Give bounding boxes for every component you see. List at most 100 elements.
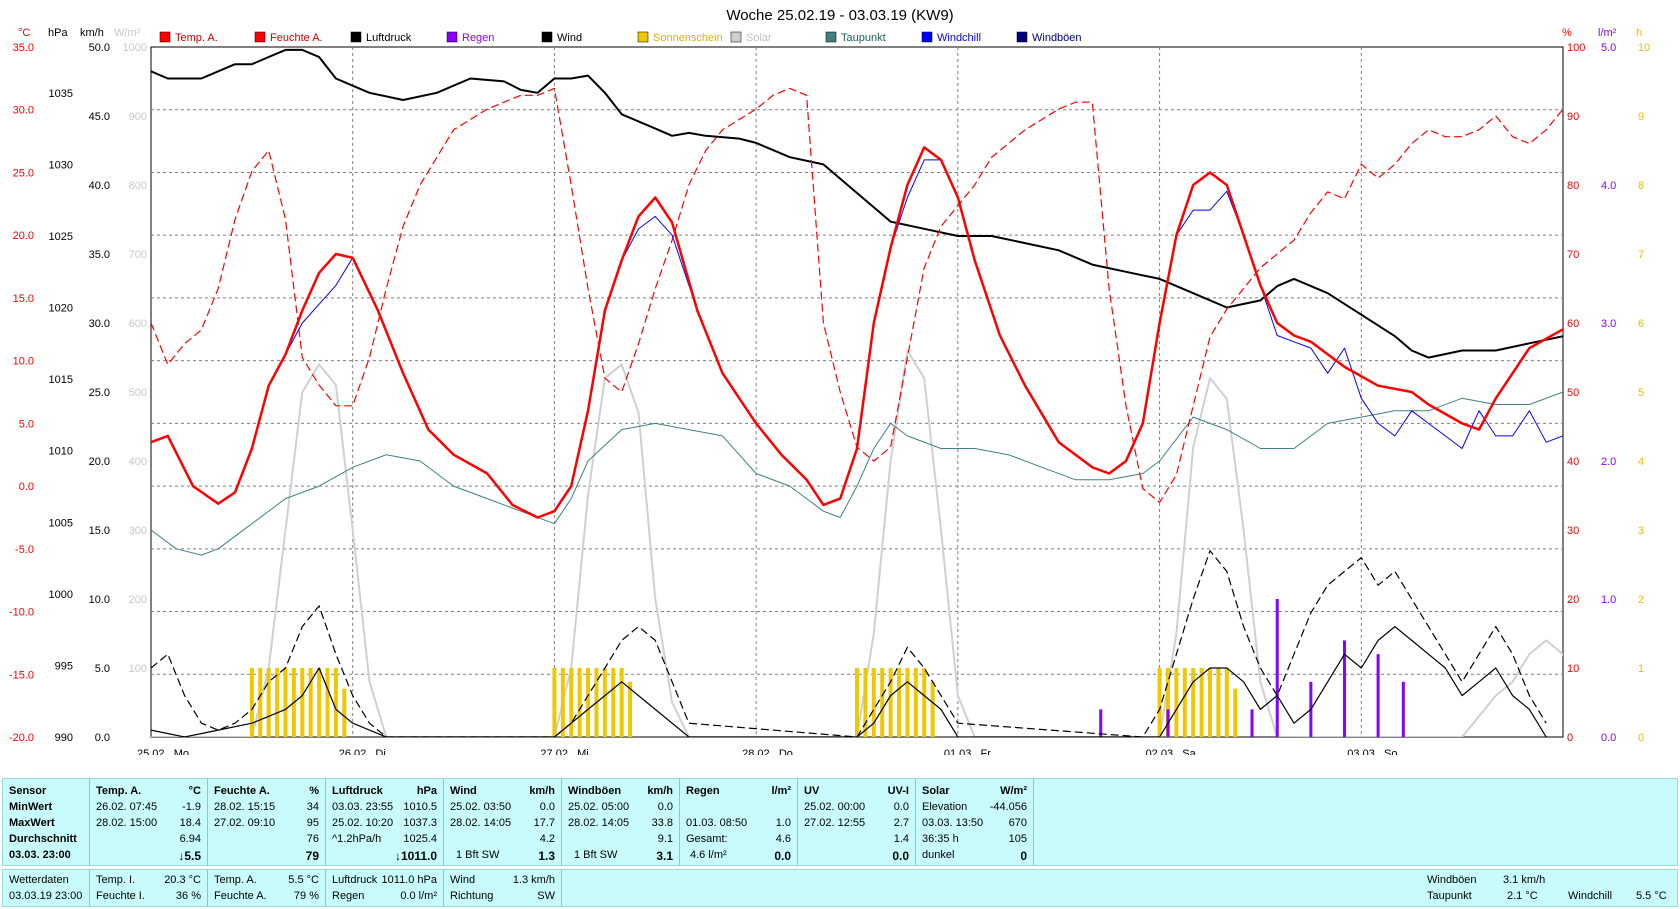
stats-hum-min: 34 [306,801,319,813]
pressure-tick-label: 1025 [49,231,73,243]
sonnenschein-bar [266,668,271,737]
solar-tick-label: 800 [129,180,147,192]
stats-gust-header: Windböen [568,785,622,797]
sonnenschein-bar [1165,668,1170,737]
sonnenschein-bar [258,668,263,737]
stats-temp-unit: °C [188,785,201,797]
pressure-axis-label: hPa [48,27,68,39]
stats-wind-max-time: 28.02. 14:05 [450,817,512,829]
legend-label: Taupunkt [841,32,886,44]
stats-solar-max-time: 03.03. 13:50 [922,817,984,829]
sun-tick-label: 4 [1638,456,1644,468]
sonnenschein-bar [283,668,288,737]
stats-press-max: 1037.3 [403,817,437,829]
sonnenschein-bar [342,688,347,737]
pressure-tick-label: 990 [55,732,73,744]
current-temp-a-value: 5.5 °C [288,874,319,886]
sonnenschein-bar [1216,668,1221,737]
sun-tick-label: 2 [1638,594,1644,606]
humidity-tick-label: 100 [1567,42,1585,54]
sonnenschein-bar [1182,668,1187,737]
current-indoor-block: Temp. I. 20.3 °C Feuchte I. 36 % [90,870,208,906]
stats-solar-unit: W/m² [1000,785,1027,797]
legend-label: Sonnenschein [653,32,723,44]
stats-wind-unit: km/h [529,785,555,797]
sonnenschein-bar [308,668,313,737]
current-outdoor-block: Temp. A. 5.5 °C Feuchte A. 79 % [208,870,326,906]
current-wetterdaten: Wetterdaten [9,874,69,886]
legend-label: Regen [462,32,494,44]
sonnenschein-bar [560,668,565,737]
current-wind-value: 1.3 km/h [512,874,555,886]
stats-rain-total-label: Gesamt: [686,833,728,845]
current-regen-value: 0.0 l/m² [400,890,437,902]
legend-swatch [254,31,266,43]
stats-gust-min: 0.0 [657,801,673,813]
stats-rain-max: 1.0 [775,817,791,829]
taupunkt-line [151,391,1563,556]
temp-tick-label: 30.0 [13,105,34,117]
stats-press-avg: 1025.4 [403,833,437,845]
legend-swatch [350,31,362,43]
current-feuchte-i-value: 36 % [175,890,201,902]
humidity-tick-label: 80 [1567,180,1579,192]
current-temp-a-label: Temp. A. [214,874,257,886]
x-tick-label: 25.02. Mo [137,748,189,755]
stats-solar-header: Solar [922,785,950,797]
current-windboeen-label: Windböen [1427,874,1477,886]
stats-gust-avg: 9.1 [657,833,673,845]
legend-swatch [1016,31,1028,43]
sonnenschein-bar [275,668,280,737]
stats-hum-unit: % [309,785,319,797]
x-tick-label: 26.02. Di [339,748,386,755]
stats-solar-elev-label: Elevation [922,801,968,813]
stats-press-current: ↓1011.0 [394,849,437,863]
legend-label: Temp. A. [175,32,218,44]
legend-label: Windchill [937,32,981,44]
stats-uv-block: UV UV-I 25.02. 00:00 0.0 27.02. 12:55 2.… [798,779,916,865]
current-luftdruck-value: 1011.0 hPa [381,874,437,886]
stats-temp-header: Temp. A. [96,785,142,797]
stats-hum-block: Feuchte A. % 28.02. 15:15 34 27.02. 09:1… [208,779,326,865]
temp-tick-label: -15.0 [9,669,34,681]
current-feuchte-a-value: 79 % [293,890,319,902]
stats-solar-current: 0 [1020,849,1027,863]
sun-tick-label: 1 [1638,663,1644,675]
sonnenschein-bar [1157,668,1162,737]
stats-uv-min-time: 25.02. 00:00 [804,801,866,813]
stats-gust-max: 33.8 [651,817,673,829]
humidity-tick-label: 20 [1567,594,1579,606]
temp-tick-label: 25.0 [13,167,34,179]
stats-gust-min-time: 25.02. 05:00 [568,801,630,813]
sonnenschein-bar [1191,668,1196,737]
stats-row-label: Durchschnitt [9,833,77,845]
humidity-tick-label: 70 [1567,249,1579,261]
sun-tick-label: 6 [1638,318,1644,330]
solar-line [151,349,1563,737]
regen-bar [1099,709,1103,737]
stats-uv-current: 0.0 [892,849,909,863]
stats-gust-block: Windböen km/h 25.02. 05:00 0.0 28.02. 14… [562,779,680,865]
solar-tick-label: 200 [129,594,147,606]
wind-tick-label: 30.0 [89,318,110,330]
stats-gust-max-time: 28.02. 14:05 [568,817,630,829]
wind-tick-label: 45.0 [89,111,110,123]
sonnenschein-bar [1224,668,1229,737]
stats-solar-block: Solar W/m² Elevation -44.056 03.03. 13:5… [916,779,1034,865]
temp-tick-label: 5.0 [19,418,34,430]
weather-chart: -20.0-15.0-10.0-5.00.05.010.015.020.025.… [9,7,1650,755]
x-tick-label: 28.02. Do [742,748,793,755]
x-tick-label: 03.03. So [1347,748,1397,755]
stats-temp-max-time: 28.02. 15:00 [96,817,158,829]
legend-label: Solar [746,32,772,44]
sun-tick-label: 5 [1638,387,1644,399]
sonnenschein-bar [317,668,322,737]
stats-gust-bft: 1 Bft SW [574,849,618,861]
pressure-tick-label: 1005 [49,517,73,529]
humidity-tick-label: 50 [1567,387,1579,399]
x-tick-label: 01.03. Fr [944,748,991,755]
rain-tick-label: 3.0 [1601,318,1616,330]
sonnenschein-bar [611,668,616,737]
stats-row-label: MinWert [9,801,53,813]
stats-wind-max: 17.7 [533,817,555,829]
